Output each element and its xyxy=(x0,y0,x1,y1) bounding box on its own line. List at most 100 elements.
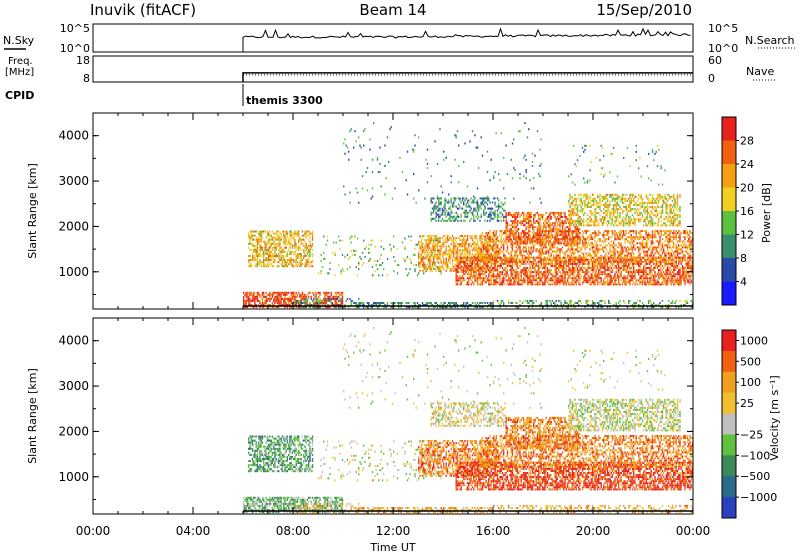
power-cell xyxy=(381,302,382,304)
power-cell xyxy=(604,281,605,283)
power-cell xyxy=(257,243,258,245)
power-cell xyxy=(503,248,504,250)
power-cell xyxy=(568,283,569,285)
power-cell xyxy=(306,247,307,249)
power-cell xyxy=(457,253,458,255)
power-cell xyxy=(488,238,489,240)
power-cell xyxy=(559,259,560,261)
power-cell xyxy=(531,269,532,271)
power-cell xyxy=(634,259,635,261)
power-cell xyxy=(637,246,638,248)
power-cell xyxy=(612,232,613,234)
power-cell xyxy=(298,233,299,235)
power-cell xyxy=(627,259,628,261)
power-cell xyxy=(612,255,613,257)
power-cell xyxy=(653,279,654,281)
power-cell xyxy=(501,240,502,242)
power-cell xyxy=(427,264,428,266)
power-cell xyxy=(687,279,688,281)
power-cell xyxy=(496,281,497,283)
power-cell xyxy=(457,265,458,267)
power-cell xyxy=(512,257,513,259)
power-cell xyxy=(619,251,620,253)
power-cell xyxy=(654,281,655,283)
power-cell xyxy=(446,199,447,201)
power-cell xyxy=(471,235,472,237)
power-cell xyxy=(302,239,303,241)
power-cell xyxy=(487,263,488,265)
power-cell xyxy=(528,279,529,281)
power-cell xyxy=(672,277,673,279)
power-cell xyxy=(458,243,459,245)
power-cell xyxy=(602,283,603,285)
power-cell xyxy=(301,300,302,302)
power-cell xyxy=(672,259,673,261)
power-cell xyxy=(296,300,297,302)
power-cell xyxy=(659,273,660,275)
power-cell xyxy=(553,251,554,253)
power-cell xyxy=(647,253,648,255)
power-cell xyxy=(626,281,627,283)
power-cell xyxy=(496,238,497,240)
power-cell xyxy=(647,267,648,269)
power-cell xyxy=(259,249,260,251)
power-cell xyxy=(557,273,558,275)
power-cell xyxy=(323,298,324,300)
power-cell xyxy=(571,277,572,279)
power-cell xyxy=(283,302,284,304)
power-cell xyxy=(506,259,507,261)
power-cell xyxy=(667,281,668,283)
power-cell xyxy=(439,258,440,260)
power-cell xyxy=(626,283,627,285)
power-cell xyxy=(279,241,280,243)
power-cell xyxy=(526,257,527,259)
power-cell xyxy=(466,283,467,285)
power-cell xyxy=(311,261,312,263)
power-cell xyxy=(491,241,492,243)
power-cell xyxy=(441,262,442,264)
power-cell xyxy=(571,263,572,265)
power-cell xyxy=(563,277,564,279)
power-cell xyxy=(687,273,688,275)
power-cell xyxy=(257,253,258,255)
power-cell xyxy=(517,248,518,250)
power-cell xyxy=(593,261,594,263)
power-cell xyxy=(457,216,458,218)
power-cell xyxy=(581,238,582,240)
power-cell xyxy=(463,259,464,261)
power-cell xyxy=(659,265,660,267)
power-cell xyxy=(586,230,587,232)
power-cell xyxy=(426,302,427,304)
power-cell xyxy=(628,236,629,238)
power-cell xyxy=(491,283,492,285)
power-cell xyxy=(266,249,267,251)
power-cell xyxy=(684,281,685,283)
power-cell xyxy=(286,263,287,265)
power-cell xyxy=(657,279,658,281)
power-cell xyxy=(597,244,598,246)
power-heatmap xyxy=(243,122,693,308)
power-cell xyxy=(494,269,495,271)
power-cell xyxy=(556,236,557,238)
power-cell xyxy=(309,237,310,239)
power-cell xyxy=(676,265,677,267)
power-cell xyxy=(622,283,623,285)
power-cell xyxy=(467,265,468,267)
power-cell xyxy=(511,261,512,263)
power-cell xyxy=(646,255,647,257)
power-cell xyxy=(331,292,332,294)
power-cell xyxy=(639,279,640,281)
power-cell xyxy=(442,214,443,216)
power-cell xyxy=(629,279,630,281)
power-cell xyxy=(513,281,514,283)
power-cell xyxy=(527,281,528,283)
power-cell xyxy=(626,265,627,267)
power-cell xyxy=(479,265,480,267)
power-cell xyxy=(513,236,514,238)
power-cell xyxy=(463,202,464,204)
power-cell xyxy=(321,302,322,304)
power-cell xyxy=(468,257,469,259)
power-cell xyxy=(269,263,270,265)
power-cell xyxy=(526,246,527,248)
